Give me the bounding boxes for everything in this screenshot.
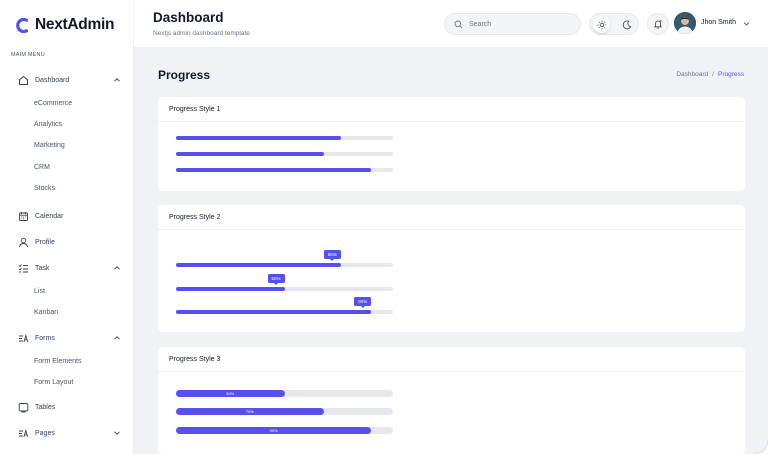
search-input[interactable]: Search	[444, 13, 581, 35]
progress-fill	[176, 287, 285, 291]
chevron-down-icon[interactable]	[743, 20, 750, 27]
sidebar-item-label: Calendar	[35, 212, 64, 220]
progress-bar	[176, 136, 393, 140]
table-icon	[17, 401, 29, 413]
sidebar-item-label: Forms	[35, 334, 55, 342]
sidebar-item-label: Dashboard	[35, 76, 70, 84]
progress-bar	[176, 168, 393, 172]
sidebar-item-label: Tables	[35, 403, 56, 411]
progress-bar: 90%	[176, 427, 393, 434]
sidebar-item-label: Task	[35, 264, 50, 272]
theme-toggle[interactable]	[589, 13, 639, 35]
progress-label: 70%	[245, 409, 254, 414]
card-header: Progress Style 3	[158, 347, 745, 372]
user-icon	[17, 236, 29, 248]
sidebar-subitem-kanban[interactable]: Kanban	[34, 309, 59, 316]
progress-fill	[176, 310, 372, 314]
sidebar-subitem-list[interactable]: List	[34, 288, 45, 295]
progress-fill: 90%	[176, 427, 372, 434]
task-list-icon	[17, 262, 29, 274]
sidebar-item-label: Profile	[35, 238, 55, 246]
chevron-up-icon	[114, 266, 120, 270]
sun-icon[interactable]	[593, 16, 610, 33]
pages-icon	[17, 427, 29, 439]
card-title: Progress Style 3	[169, 356, 221, 363]
chevron-down-icon	[114, 431, 120, 435]
forms-icon	[17, 332, 29, 344]
sidebar-subitem-stocks[interactable]: Stocks	[34, 185, 56, 192]
progress-fill	[176, 136, 341, 140]
breadcrumb: Dashboard / Progress	[676, 71, 744, 78]
card-title: Progress Style 2	[169, 214, 221, 221]
breadcrumb-current: Progress	[717, 71, 744, 78]
progress-bar: 80%	[176, 250, 393, 267]
menu-title: MAIM MENU	[11, 52, 45, 58]
progress-tooltip: 90%	[354, 297, 372, 308]
breadcrumb-link-dashboard[interactable]: Dashboard	[676, 71, 709, 78]
progress-fill	[176, 263, 341, 267]
sidebar-item-profile[interactable]: Profile	[17, 235, 121, 249]
header-subtitle: Nextjs admin dashboard template	[153, 30, 250, 37]
progress-bar	[176, 152, 393, 156]
chevron-up-icon	[114, 78, 120, 82]
sidebar-item-task[interactable]: Task	[17, 261, 121, 275]
sidebar-subitem-form-layout[interactable]: Form Layout	[34, 379, 74, 386]
chevron-up-icon	[114, 336, 120, 340]
avatar[interactable]	[674, 12, 696, 34]
card-title: Progress Style 1	[169, 106, 221, 113]
progress-fill	[176, 152, 324, 156]
page-title: Progress	[158, 68, 211, 82]
progress-fill	[176, 168, 372, 172]
user-name[interactable]: Jhon Smith	[701, 19, 737, 26]
bell-icon	[653, 20, 663, 29]
sidebar-subitem-ecommerce[interactable]: eCommerce	[34, 100, 73, 107]
progress-label: 50%	[226, 391, 235, 396]
page-corner-decoration	[754, 440, 768, 454]
sidebar-subitem-form-elements[interactable]: Form Elements	[34, 358, 82, 365]
sidebar-subitem-marketing[interactable]: Marketing	[34, 142, 65, 149]
progress-bar: 70%	[176, 408, 393, 415]
progress-fill: 50%	[176, 390, 285, 397]
card-header: Progress Style 1	[158, 97, 745, 122]
search-placeholder: Search	[469, 20, 492, 28]
sidebar-item-calendar[interactable]: Calendar	[17, 209, 121, 223]
progress-bar: 50%	[176, 390, 393, 397]
progress-style-2-card: Progress Style 2 80% 50% 90%	[158, 205, 745, 332]
progress-bar: 90%	[176, 297, 393, 314]
top-header: Dashboard Nextjs admin dashboard templat…	[134, 0, 768, 48]
progress-tooltip: 80%	[323, 250, 341, 261]
header-title: Dashboard	[153, 10, 224, 25]
card-header: Progress Style 2	[158, 205, 745, 230]
sidebar-item-tables[interactable]: Tables	[17, 400, 121, 414]
sidebar-item-forms[interactable]: Forms	[17, 331, 121, 345]
logo-mark-icon	[16, 17, 29, 33]
sidebar-item-pages[interactable]: Pages	[17, 426, 121, 440]
calendar-icon	[17, 210, 29, 222]
progress-tooltip: 50%	[267, 274, 285, 285]
sidebar-item-label: Pages	[35, 429, 55, 437]
progress-style-1-card: Progress Style 1	[158, 97, 745, 191]
sidebar-subitem-analytics[interactable]: Analytics	[34, 121, 63, 128]
progress-bar: 50%	[176, 274, 393, 291]
breadcrumb-separator: /	[712, 71, 714, 78]
progress-fill: 70%	[176, 408, 324, 415]
sidebar-item-dashboard[interactable]: Dashboard	[17, 73, 121, 87]
search-icon	[454, 20, 463, 29]
moon-icon[interactable]	[618, 16, 635, 33]
sidebar-subitem-crm[interactable]: CRM	[34, 164, 50, 171]
progress-style-3-card: Progress Style 3 50% 70% 90%	[158, 347, 745, 454]
sidebar: NextAdmin MAIM MENU Dashboard eCommerce …	[0, 0, 134, 454]
home-icon	[17, 74, 29, 86]
brand-name: NextAdmin	[35, 16, 115, 33]
progress-label: 90%	[269, 428, 278, 433]
notification-button[interactable]	[647, 13, 669, 35]
brand-logo[interactable]: NextAdmin	[16, 14, 114, 36]
